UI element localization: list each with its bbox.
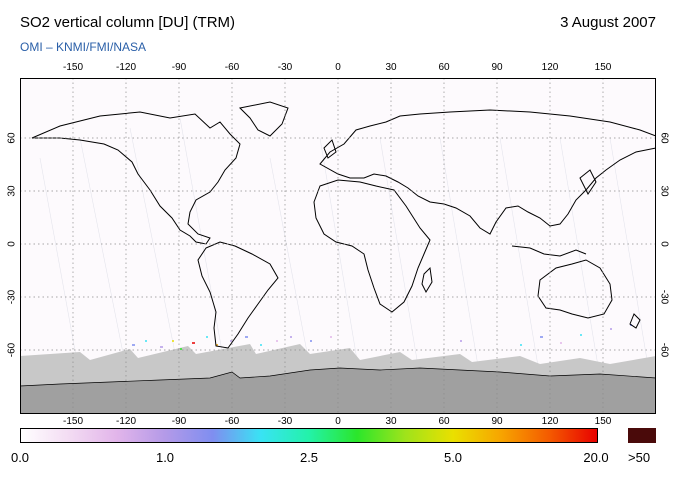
lon-tick-top-m120: -120 [115, 62, 137, 73]
lon-tick-top-150: 150 [594, 62, 612, 73]
map-frame [20, 78, 656, 414]
color-scale-over-box [628, 428, 656, 443]
lon-tick-bottom-120: 120 [541, 416, 559, 427]
madagascar [421, 266, 433, 294]
scale-label-2: 2.5 [299, 450, 319, 465]
lat-tick-left-30: 30 [6, 185, 18, 197]
lon-tick-top-60: 60 [438, 62, 450, 73]
new-zealand [629, 313, 641, 329]
scale-label-3: 5.0 [443, 450, 463, 465]
africa [313, 179, 431, 313]
lat-tick-right-m30: -30 [658, 289, 670, 305]
lon-tick-top-30: 30 [385, 62, 397, 73]
lon-tick-bottom-150: 150 [594, 416, 612, 427]
orbit-swath-lines [39, 117, 651, 389]
lon-tick-top-m150: -150 [62, 62, 84, 73]
lat-tick-right-60: 60 [658, 132, 670, 144]
lon-tick-bottom-m30: -30 [277, 416, 293, 427]
lon-tick-bottom-90: 90 [491, 416, 503, 427]
lat-tick-left-0: 0 [6, 241, 18, 247]
color-scale-bar [20, 428, 598, 443]
greenland [238, 101, 289, 137]
graticule [20, 78, 656, 414]
australia [537, 259, 613, 319]
map-title: SO2 vertical column [DU] (TRM) [20, 14, 236, 31]
south-america [197, 241, 279, 349]
lon-tick-bottom-m60: -60 [224, 416, 240, 427]
lat-tick-right-m60: -60 [658, 342, 670, 358]
map-date: 3 August 2007 [560, 14, 656, 31]
british-isles [323, 139, 337, 159]
data-credit: OMI – KNMI/FMI/NASA [20, 40, 147, 54]
lat-tick-left-60: 60 [6, 132, 18, 144]
lat-tick-left-m30: -30 [6, 289, 18, 305]
europe-asia [319, 109, 656, 235]
world-map [20, 78, 656, 414]
lon-tick-top-0: 0 [335, 62, 341, 73]
lon-tick-bottom-m150: -150 [62, 416, 84, 427]
scale-label-0: 0.0 [10, 450, 30, 465]
so2-noise-pixels [132, 324, 632, 350]
lon-tick-bottom-60: 60 [438, 416, 450, 427]
scale-label-1: 1.0 [155, 450, 175, 465]
lat-tick-right-30: 30 [658, 185, 670, 197]
lon-tick-bottom-30: 30 [385, 416, 397, 427]
north-america [31, 111, 241, 245]
lon-tick-top-90: 90 [491, 62, 503, 73]
lon-tick-top-m90: -90 [171, 62, 187, 73]
lon-tick-top-m30: -30 [277, 62, 293, 73]
lon-tick-bottom-m120: -120 [115, 416, 137, 427]
lat-tick-left-m60: -60 [6, 342, 18, 358]
lat-tick-right-0: 0 [658, 241, 670, 247]
japan [579, 169, 597, 195]
lon-tick-bottom-m90: -90 [171, 416, 187, 427]
lon-tick-top-m60: -60 [224, 62, 240, 73]
coastlines [31, 101, 656, 349]
lon-tick-bottom-0: 0 [335, 416, 341, 427]
lon-tick-top-120: 120 [541, 62, 559, 73]
indonesia [511, 245, 587, 257]
scale-label-over: >50 [628, 450, 651, 465]
scale-label-4: 20.0 [583, 450, 609, 465]
